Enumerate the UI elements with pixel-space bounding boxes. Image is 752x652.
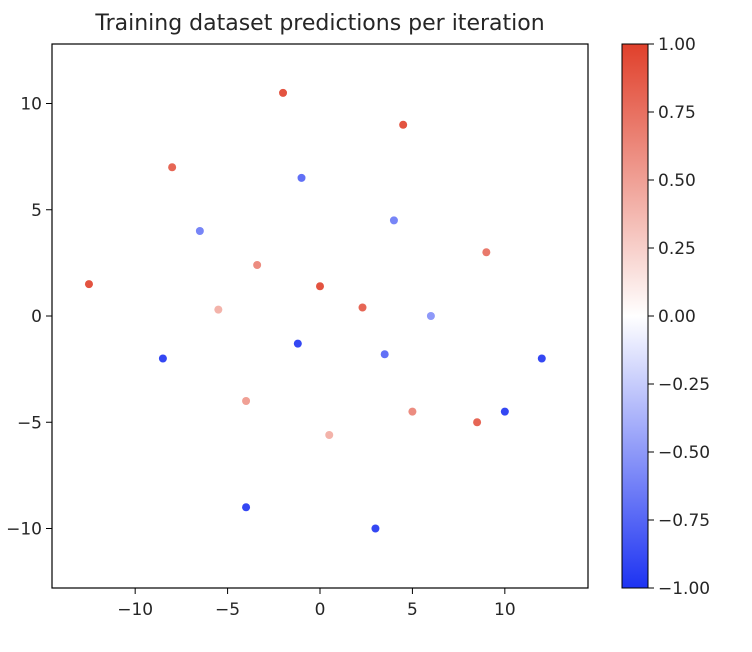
scatter-point [242,397,251,405]
scatter-point [473,418,482,427]
scatter-point [214,305,223,314]
scatter-point [84,280,93,289]
plot-frame [51,43,589,589]
colorbar-tick-label: −0.75 [658,511,710,531]
colorbar-tick-label: 0.00 [658,307,696,327]
chart-title: Training dataset predictions per iterati… [94,11,544,36]
x-tick-label: −5 [215,600,240,620]
scatter-point [371,524,380,533]
y-tick-label: −5 [17,413,42,433]
scatter-point [426,312,435,320]
scatter-point [380,350,389,359]
y-tick-label: −10 [6,520,42,540]
scatter-point [242,503,251,512]
scatter-point [316,282,324,291]
y-tick-label: 10 [20,95,42,115]
scatter-point [158,354,167,363]
scatter-point [399,120,408,129]
colorbar-tick-label: −0.50 [658,443,710,463]
scatter-point [537,354,546,363]
x-tick-label: 5 [407,600,418,620]
points-layer [84,88,546,533]
y-tick-label: 0 [31,307,42,327]
scatter-point [500,407,509,416]
y-axis: −10 −5 0 5 10 [6,95,52,540]
scatter-point [168,163,177,172]
colorbar-axis: 1.00 0.75 0.50 0.25 0.00 −0.25 −0.50 −0.75 −1.00 [648,35,710,599]
colorbar-tick-label: 0.75 [658,103,696,123]
scatter-point [253,261,262,269]
colorbar-tick-label: 0.50 [658,171,696,191]
colorbar-tick-label: −0.25 [658,375,710,395]
colorbar-tick-label: 1.00 [658,35,696,55]
colorbar [621,43,649,589]
scatter-point [408,407,417,416]
scatter-point [293,339,302,348]
scatter-point [279,88,288,97]
y-tick-label: 5 [31,201,42,221]
scatter-point [195,227,204,235]
x-axis: −10 −5 0 5 10 [117,588,516,620]
scatter-point [358,303,367,312]
scatter-point [389,216,398,225]
scatter-point [325,431,334,439]
colorbar-tick-label: 0.25 [658,239,696,259]
colorbar-tick-label: −1.00 [658,579,710,599]
x-tick-label: 0 [315,600,326,620]
scatter-point [482,248,491,257]
scatter-point [297,173,306,182]
x-tick-label: −10 [117,600,153,620]
x-tick-label: 10 [494,600,516,620]
